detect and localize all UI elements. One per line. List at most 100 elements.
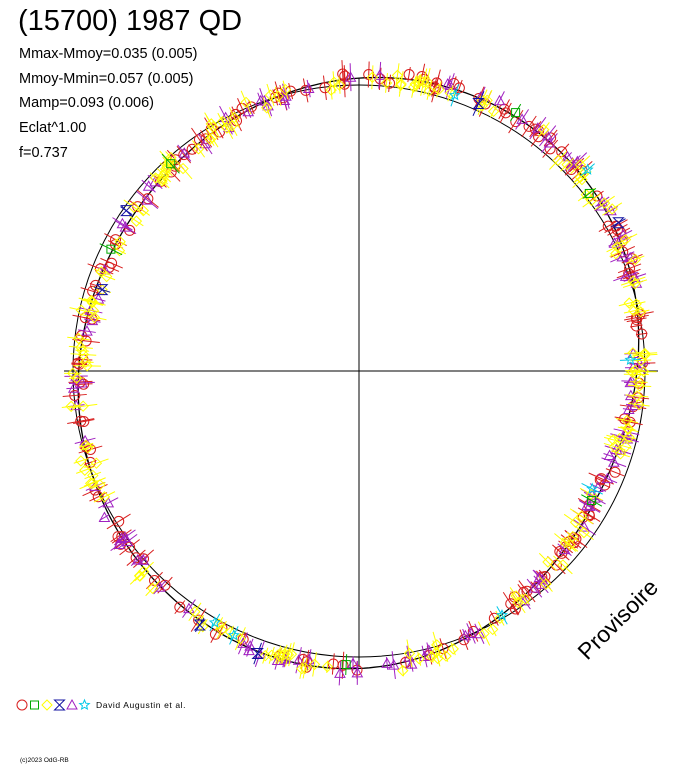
data-point bbox=[626, 366, 639, 378]
data-point bbox=[523, 120, 535, 132]
legend-markers bbox=[16, 698, 91, 711]
error-bar bbox=[542, 139, 559, 158]
data-point bbox=[636, 328, 648, 340]
data-point bbox=[586, 489, 599, 500]
error-bar bbox=[624, 352, 643, 355]
error-bar bbox=[341, 651, 345, 679]
error-bar bbox=[624, 351, 642, 355]
data-point bbox=[629, 277, 641, 290]
data-point bbox=[575, 510, 588, 522]
error-bar bbox=[74, 383, 93, 386]
data-point bbox=[120, 205, 133, 217]
data-point bbox=[84, 456, 96, 468]
data-point bbox=[292, 654, 305, 665]
data-point bbox=[95, 284, 109, 296]
data-point bbox=[141, 194, 154, 205]
data-point bbox=[542, 556, 554, 568]
error-bar bbox=[136, 205, 151, 216]
data-point bbox=[328, 76, 340, 89]
error-bar bbox=[563, 513, 588, 531]
data-point bbox=[620, 425, 633, 437]
error-bar bbox=[627, 396, 650, 400]
error-bar bbox=[76, 466, 94, 474]
error-bar bbox=[338, 661, 342, 686]
error-bar bbox=[615, 435, 639, 443]
data-point bbox=[79, 464, 91, 476]
error-bar bbox=[562, 152, 573, 162]
error-bar bbox=[466, 623, 476, 644]
error-bar bbox=[188, 602, 202, 622]
error-bar bbox=[331, 653, 335, 675]
data-point bbox=[540, 578, 552, 590]
data-point bbox=[88, 311, 101, 324]
data-point bbox=[177, 162, 189, 175]
data-point bbox=[635, 354, 647, 367]
error-bar bbox=[604, 219, 628, 234]
data-point bbox=[87, 285, 99, 297]
data-point bbox=[569, 516, 582, 528]
error-bar bbox=[332, 71, 336, 94]
error-bar bbox=[84, 471, 102, 480]
error-bar bbox=[322, 75, 327, 100]
error-bar bbox=[450, 84, 460, 107]
data-point bbox=[208, 616, 221, 628]
error-bar bbox=[605, 468, 625, 477]
data-point bbox=[558, 543, 571, 555]
error-bar bbox=[537, 122, 550, 138]
data-point bbox=[134, 570, 146, 582]
data-point bbox=[431, 77, 443, 89]
data-point bbox=[94, 479, 106, 491]
error-bar bbox=[129, 216, 144, 227]
data-point bbox=[137, 554, 150, 565]
data-point bbox=[339, 70, 351, 82]
error-bar bbox=[214, 617, 224, 632]
data-point bbox=[280, 90, 292, 101]
data-point bbox=[228, 111, 241, 124]
data-point bbox=[81, 360, 93, 372]
plot-axes bbox=[64, 78, 658, 667]
error-bar bbox=[622, 272, 640, 280]
error-bar bbox=[573, 525, 594, 541]
data-point bbox=[395, 78, 407, 90]
data-point bbox=[102, 496, 115, 508]
data-point bbox=[98, 511, 111, 523]
data-point bbox=[124, 224, 136, 236]
error-bar bbox=[73, 419, 95, 424]
data-point bbox=[333, 79, 346, 91]
error-bar bbox=[628, 402, 650, 407]
error-bar bbox=[488, 622, 497, 637]
error-bar bbox=[538, 576, 553, 592]
data-point bbox=[541, 129, 554, 141]
data-point bbox=[510, 590, 522, 602]
data-point bbox=[440, 650, 452, 662]
error-bar bbox=[197, 133, 213, 155]
error-bar bbox=[515, 109, 530, 130]
error-bar bbox=[93, 491, 116, 503]
error-bar bbox=[510, 591, 526, 614]
data-point bbox=[623, 431, 635, 444]
error-bar bbox=[580, 163, 595, 177]
error-bar bbox=[299, 658, 305, 679]
error-bar bbox=[614, 230, 633, 241]
data-point bbox=[78, 416, 90, 428]
error-bar bbox=[302, 657, 308, 679]
data-point bbox=[473, 627, 486, 639]
data-point bbox=[448, 88, 461, 101]
data-point bbox=[264, 89, 277, 101]
error-bar bbox=[114, 220, 137, 235]
error-bar bbox=[603, 436, 623, 443]
error-bar bbox=[623, 308, 644, 314]
error-bar bbox=[84, 458, 109, 468]
data-point bbox=[478, 627, 490, 640]
data-point bbox=[84, 477, 97, 490]
data-point bbox=[106, 244, 116, 254]
data-point bbox=[629, 364, 641, 377]
error-bar bbox=[304, 661, 308, 674]
data-point bbox=[86, 295, 98, 308]
error-bar bbox=[205, 132, 215, 146]
error-bar bbox=[572, 171, 592, 189]
error-bar bbox=[134, 571, 146, 582]
error-bar bbox=[490, 105, 498, 118]
error-bar bbox=[78, 329, 96, 333]
data-point bbox=[538, 124, 550, 136]
